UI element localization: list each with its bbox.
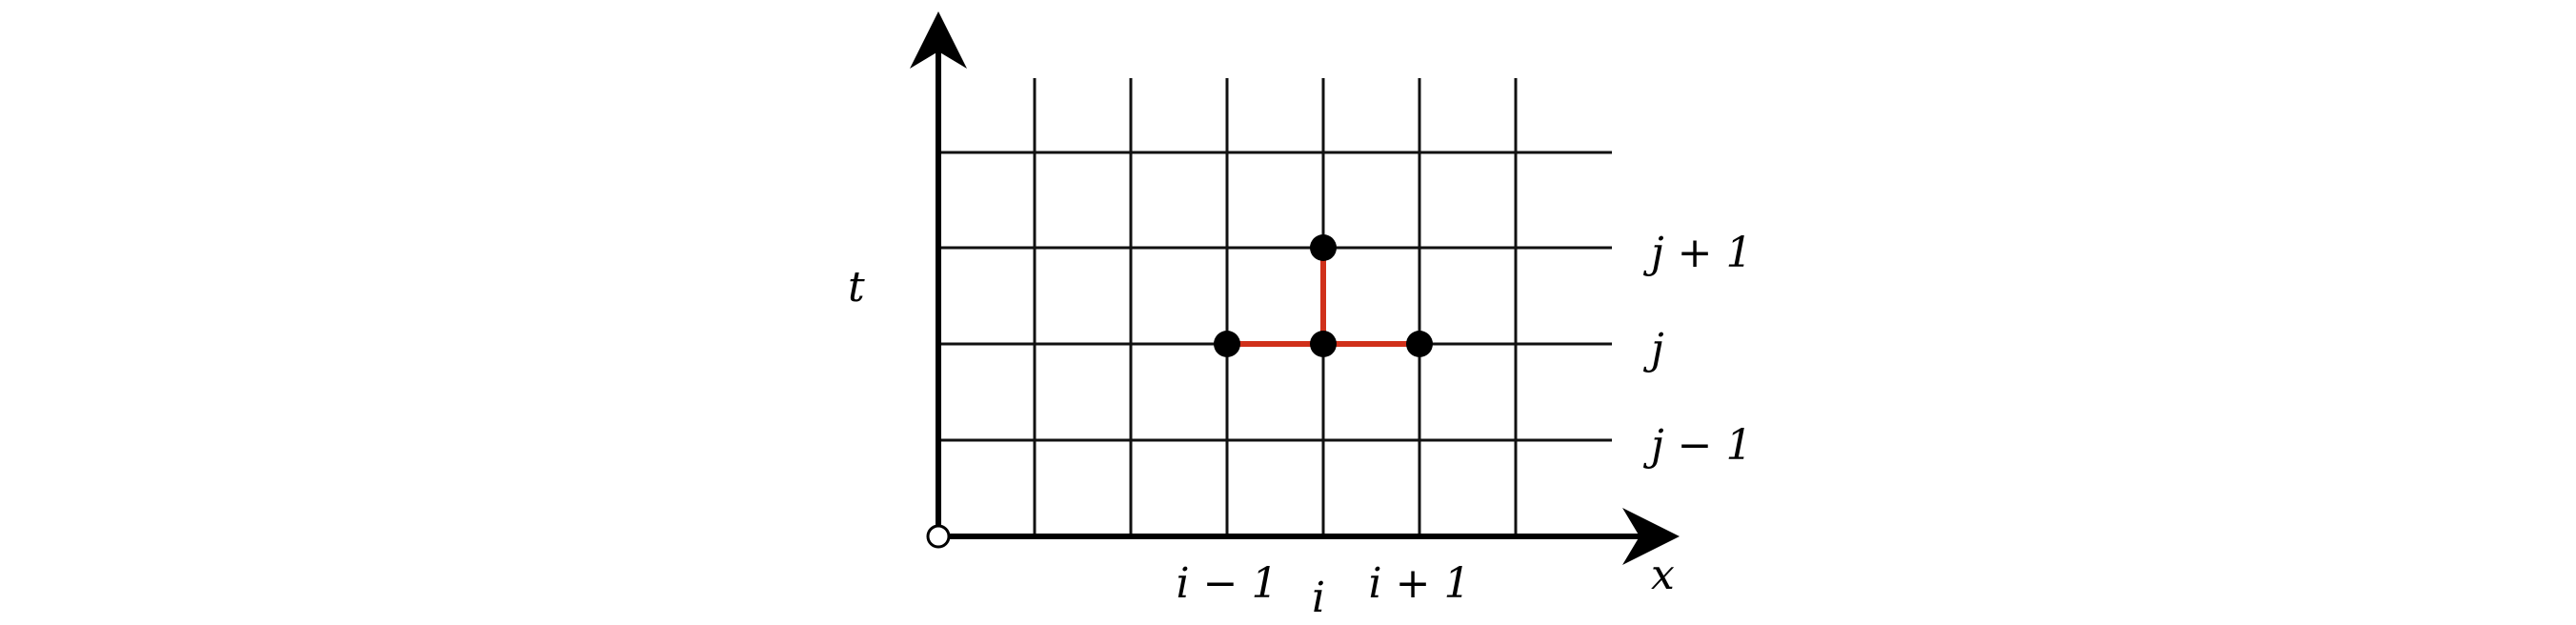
column-label-center: i [1312, 574, 1325, 622]
node-i-minus-1-j [1214, 331, 1240, 357]
vertical-axis-label: t [848, 263, 865, 312]
stencil-links [1224, 245, 1422, 347]
node-i-j-plus-1 [1310, 234, 1337, 261]
row-label-current: j [1642, 325, 1664, 373]
vertical-grid-lines [1033, 78, 1518, 536]
column-label-left: i − 1 [1177, 559, 1278, 608]
origin-marker [926, 524, 951, 549]
horizontal-grid-lines [938, 151, 1612, 442]
horizontal-axis-label: x [1651, 551, 1675, 599]
row-label-lower: j − 1 [1642, 421, 1752, 470]
row-label-upper: j + 1 [1642, 229, 1752, 277]
node-i-j [1310, 331, 1337, 357]
stencil-nodes [1214, 234, 1433, 357]
column-label-right: i + 1 [1369, 559, 1471, 608]
node-i-plus-1-j [1406, 331, 1433, 357]
